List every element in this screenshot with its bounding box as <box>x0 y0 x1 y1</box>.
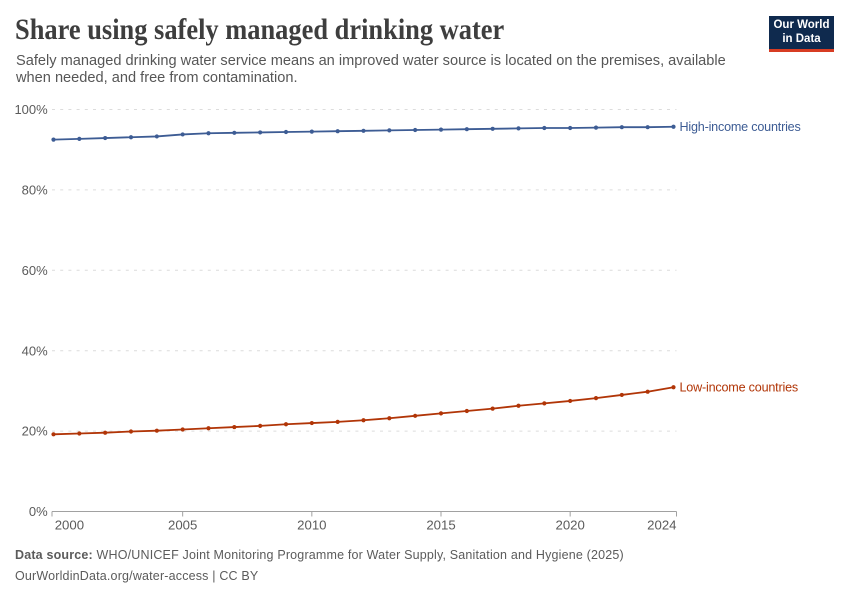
data-point-1-2010[interactable] <box>309 420 314 426</box>
footer-sources-line: Data source: WHO/UNICEF Joint Monitoring… <box>15 545 624 566</box>
data-point-1-2003[interactable] <box>128 429 134 434</box>
data-point-0-2001[interactable] <box>77 136 82 141</box>
series-label-1[interactable]: Low-income countries <box>679 381 798 395</box>
data-point-0-2013[interactable] <box>387 128 392 133</box>
x-tick-label-2015: 2015 <box>426 518 455 533</box>
data-point-0-2007[interactable] <box>232 130 237 135</box>
chart-title: Share using safely managed drinking wate… <box>15 13 505 46</box>
data-point-0-2020[interactable] <box>568 125 573 131</box>
data-point-0-2008[interactable] <box>258 130 263 135</box>
owid-logo-line1: Our World <box>773 19 830 31</box>
data-point-1-2014[interactable] <box>413 413 418 418</box>
data-point-0-2009[interactable] <box>283 129 289 135</box>
y-tick-label-0: 0% <box>29 504 48 519</box>
series-label-0[interactable]: High-income countries <box>679 120 800 134</box>
data-point-0-2024[interactable] <box>671 124 676 129</box>
data-point-0-2018[interactable] <box>516 126 521 131</box>
data-point-1-2011[interactable] <box>335 419 340 424</box>
x-tick-label-2005: 2005 <box>168 518 197 533</box>
data-point-1-2015[interactable] <box>438 411 444 416</box>
data-point-1-2005[interactable] <box>180 427 185 432</box>
y-tick-label-80: 80% <box>22 183 48 198</box>
x-tick-label-2000: 2000 <box>55 518 84 533</box>
chart-subtitle: Safely managed drinking water service me… <box>16 53 726 86</box>
data-point-0-2017[interactable] <box>490 126 495 131</box>
chart-footer: Data source: WHO/UNICEF Joint Monitoring… <box>15 545 624 586</box>
data-point-1-2018[interactable] <box>516 403 521 408</box>
owid-logo-line2: in Data <box>782 32 821 45</box>
data-point-0-2015[interactable] <box>438 127 444 132</box>
footer-sources-text: WHO/UNICEF Joint Monitoring Programme fo… <box>96 548 624 562</box>
data-point-1-2008[interactable] <box>258 423 263 428</box>
data-point-0-2014[interactable] <box>413 127 418 133</box>
footer-note-line: OurWorldinData.org/water-access | CC BY <box>15 566 624 587</box>
data-point-1-2009[interactable] <box>283 422 289 427</box>
x-tick-label-2020: 2020 <box>555 518 584 533</box>
data-point-1-2007[interactable] <box>232 424 237 430</box>
y-tick-label-100: 100% <box>14 102 48 117</box>
data-point-1-2017[interactable] <box>490 406 495 411</box>
data-point-0-2010[interactable] <box>309 129 314 134</box>
y-tick-label-40: 40% <box>22 343 48 358</box>
data-point-1-2019[interactable] <box>542 401 547 406</box>
x-tick-label-2024: 2024 <box>647 518 676 533</box>
data-point-0-2019[interactable] <box>542 125 547 131</box>
data-point-1-2004[interactable] <box>154 428 159 433</box>
data-point-1-2013[interactable] <box>387 416 392 421</box>
data-point-1-2001[interactable] <box>77 431 82 436</box>
y-tick-label-20: 20% <box>22 424 48 439</box>
data-point-1-2020[interactable] <box>568 398 573 404</box>
data-point-1-2022[interactable] <box>619 392 624 398</box>
data-point-1-2023[interactable] <box>645 389 650 394</box>
data-point-0-2023[interactable] <box>645 125 650 130</box>
data-point-1-2012[interactable] <box>361 418 366 423</box>
data-point-0-2021[interactable] <box>593 125 599 130</box>
data-point-0-2004[interactable] <box>154 134 159 139</box>
data-point-1-2000[interactable] <box>51 432 56 437</box>
owid-logo[interactable]: Our World in Data <box>769 16 834 52</box>
data-point-0-2003[interactable] <box>128 135 134 140</box>
data-point-0-2000[interactable] <box>51 137 56 142</box>
data-point-1-2002[interactable] <box>103 430 108 435</box>
x-tick-label-2010: 2010 <box>297 518 326 533</box>
data-point-0-2006[interactable] <box>206 131 211 136</box>
data-point-0-2011[interactable] <box>335 129 340 134</box>
data-point-0-2022[interactable] <box>619 125 624 130</box>
y-tick-label-60: 60% <box>22 263 48 278</box>
data-point-0-2016[interactable] <box>464 127 469 132</box>
data-point-0-2002[interactable] <box>103 135 108 141</box>
data-point-0-2012[interactable] <box>361 128 366 133</box>
footer-note-text: OurWorldinData.org/water-access | CC BY <box>15 568 259 583</box>
data-point-1-2016[interactable] <box>464 408 469 414</box>
data-point-1-2006[interactable] <box>206 426 211 431</box>
data-point-0-2005[interactable] <box>180 132 185 137</box>
series-line-1[interactable] <box>53 386 674 436</box>
footer-sources-label: Data source: <box>15 548 93 562</box>
data-point-1-2024[interactable] <box>671 385 676 390</box>
data-point-1-2021[interactable] <box>593 396 599 401</box>
